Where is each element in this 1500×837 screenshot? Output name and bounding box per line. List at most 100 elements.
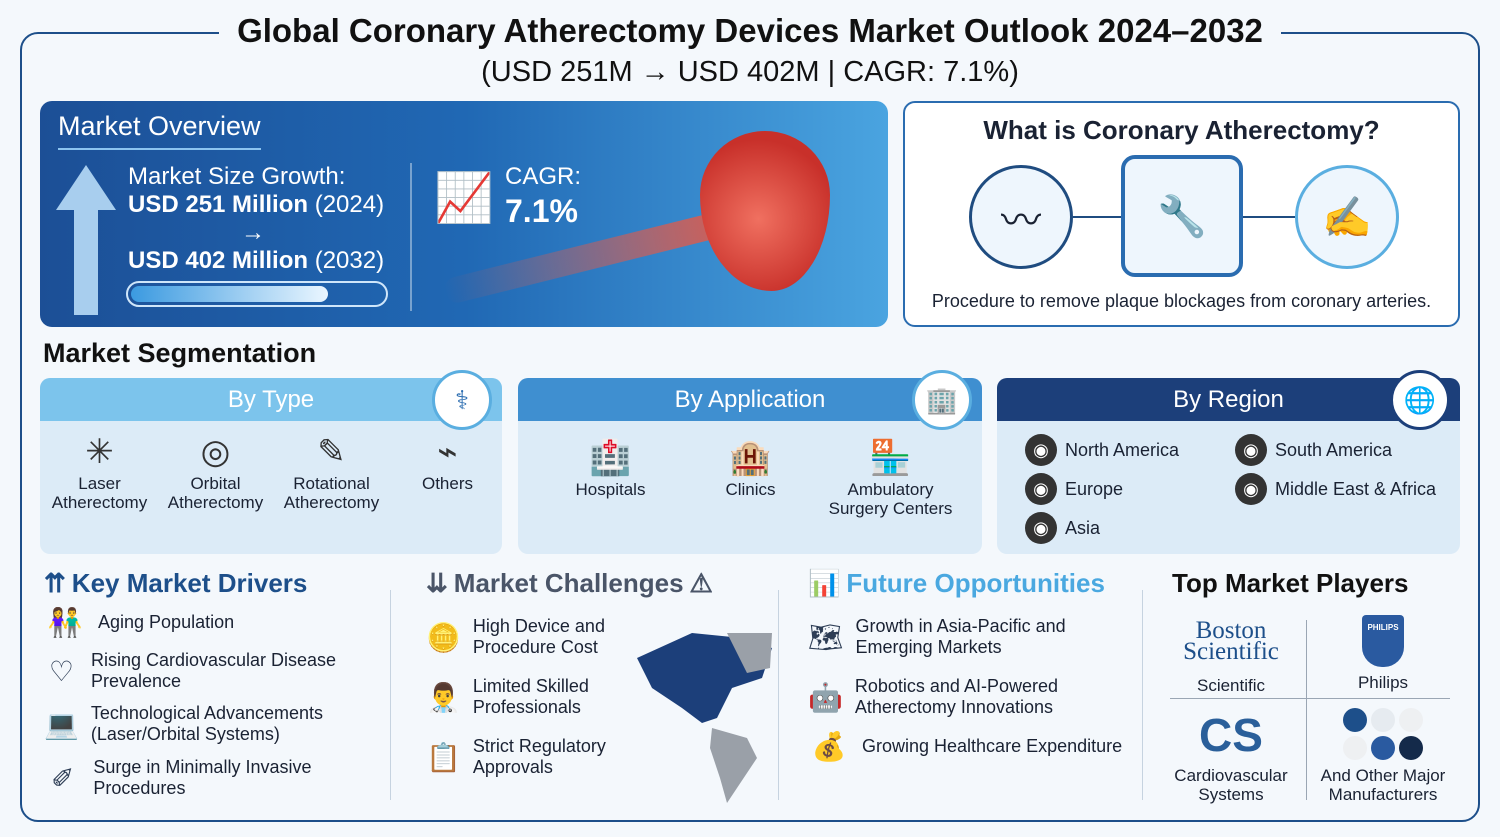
players-section: Top Market Players — [1172, 568, 1409, 599]
challenge-item: 📋 Strict Regulatory Approvals — [426, 736, 636, 778]
asia-map-icon: 🗺 — [808, 621, 844, 653]
start-value: USD 251 Million — [128, 191, 309, 218]
region-item: ◉ North America — [1025, 434, 1179, 466]
opportunities-title: Future Opportunities — [846, 568, 1105, 598]
csi-heart-logo: CS — [1199, 709, 1263, 761]
what-is-panel: What is Coronary Atherectomy? 〰 🔧 ✍ Proc… — [903, 101, 1460, 327]
player-boston-scientific: Boston Scientific Scientific — [1156, 617, 1306, 695]
type-item: ✳ Laser Atherectomy — [42, 430, 157, 512]
application-item: 🏥 Hospitals — [548, 436, 673, 499]
what-description: Procedure to remove plaque blockages fro… — [931, 291, 1432, 311]
divider — [1142, 590, 1143, 800]
segmentation-title: Market Segmentation — [43, 338, 317, 368]
region-label: North America — [1065, 439, 1180, 460]
divider — [390, 590, 391, 800]
segment-by-type: By Type ⚕ ✳ Laser Atherectomy ◎ Orbital At… — [40, 370, 505, 554]
region-label: South America — [1275, 439, 1393, 460]
start-year: (2024) — [314, 191, 385, 218]
opportunities-section: 📊 Future Opportunities — [808, 568, 1105, 599]
region-item: ◉ South America — [1235, 434, 1392, 466]
divider — [1306, 620, 1307, 800]
player-label: Philips — [1357, 673, 1409, 692]
stethoscope-icon: ⚕ — [432, 370, 492, 430]
plaque-artery-icon: 〰 — [969, 165, 1073, 269]
globe-icon: ◉ — [1025, 512, 1057, 544]
laptop-gear-icon: 💻 — [44, 708, 79, 740]
laser-icon: ✳ — [85, 433, 114, 471]
americas-map-illustration — [637, 633, 772, 803]
drivers-section: ⇈ Key Market Drivers — [44, 568, 307, 599]
heart-illustration — [700, 131, 830, 291]
end-year: (2032) — [314, 247, 385, 274]
application-label: Hospitals — [575, 480, 646, 499]
document-warning-icon: 📋 — [426, 741, 461, 773]
cagr-value: 7.1% — [505, 193, 578, 229]
growth-progress-fill — [131, 286, 328, 302]
application-item: 🏪 Ambulatory Surgery Centers — [818, 436, 963, 518]
up-arrows-icon: ⇈ — [44, 568, 66, 598]
segment-by-application: By Application 🏢 🏥 Hospitals 🏨 Clinics 🏪 Am… — [518, 370, 982, 554]
market-overview-panel: Market Overview Market Size Growth: USD … — [40, 101, 888, 327]
device-icon: ⌁ — [437, 433, 458, 471]
warning-icon: ⚠ — [689, 568, 713, 598]
segment-by-region: By Region 🌐 ◉ North America ◉ South Americ… — [997, 370, 1460, 554]
page-subtitle: (USD 251M → USD 402M | CAGR: 7.1%) — [481, 56, 1019, 88]
opportunity-label: Growth in Asia-Pacific and Emerging Mark… — [855, 616, 1066, 657]
challenge-label: Limited Skilled Professionals — [472, 676, 589, 717]
driver-item: 💻 Technological Advancements (Laser/Orbit… — [44, 703, 374, 745]
divider — [410, 163, 412, 311]
boston-scientific-logo: Boston Scientific — [1183, 617, 1279, 665]
title-text: Global Coronary Atherectomy Devices Mark… — [219, 12, 1281, 49]
drivers-title: Key Market Drivers — [71, 568, 308, 598]
driver-label: Technological Advancements (Laser/Orbita… — [90, 703, 324, 744]
type-item: ◎ Orbital Atherectomy — [158, 430, 273, 512]
hospital-building-icon: 🏢 — [912, 370, 972, 430]
globe-icon: 🌐 — [1390, 370, 1450, 430]
rotational-icon: ✎ — [317, 433, 346, 471]
connector — [1073, 216, 1121, 218]
globe-icon: ◉ — [1235, 434, 1267, 466]
challenge-item: 👨‍⚕️ Limited Skilled Professionals — [426, 676, 636, 718]
player-label: Cardiovascular Systems — [1174, 766, 1288, 804]
by-type-header: By Type — [40, 378, 502, 421]
heartbeat-icon: ♡ — [48, 655, 75, 687]
overview-title: Market Overview — [58, 111, 261, 150]
challenges-section: ⇊ Market Challenges ⚠ — [426, 568, 713, 599]
hospital-icon: 🏥 — [589, 439, 632, 477]
robot-ai-icon: 🤖 — [808, 681, 843, 713]
connector — [1243, 216, 1295, 218]
manufacturer-logos — [1338, 708, 1428, 760]
coins-icon: 🪙 — [426, 621, 461, 653]
globe-icon: ◉ — [1235, 473, 1267, 505]
growth-label: Market Size Growth: — [128, 163, 346, 190]
player-label: And Other Major Manufacturers — [1320, 766, 1446, 804]
challenges-title: Market Challenges — [453, 568, 684, 598]
type-item: ⌁ Others — [390, 430, 505, 493]
healthcare-money-icon: 💰 — [811, 731, 847, 762]
opportunity-label: Robotics and AI-Powered Atherectomy Inno… — [854, 676, 1058, 717]
region-item: ◉ Asia — [1025, 512, 1100, 544]
surgeon-hand-icon: ✍ — [1295, 165, 1399, 269]
bar-chart-growth-icon: 📈 — [434, 172, 494, 225]
player-label: Scientific — [1196, 676, 1266, 695]
players-title: Top Market Players — [1172, 568, 1409, 598]
down-arrows-icon: ⇊ — [426, 568, 448, 598]
driver-item: 👫 Aging Population — [44, 607, 374, 638]
logo-badge — [1371, 736, 1395, 760]
opportunity-item: 🤖 Robotics and AI-Powered Atherectomy Inn… — [808, 676, 1138, 718]
globe-icon: ◉ — [1025, 434, 1057, 466]
driver-item: ✐ Surge in Minimally Invasive Procedures — [44, 757, 374, 799]
region-label: Europe — [1065, 478, 1124, 499]
logo-badge — [1343, 708, 1367, 732]
elderly-couple-icon: 👫 — [47, 607, 83, 638]
growth-arrow-icon — [56, 165, 116, 315]
challenge-label: Strict Regulatory Approvals — [472, 736, 606, 777]
logo-badge — [1343, 736, 1367, 760]
player-others: And Other Major Manufacturers — [1308, 708, 1458, 804]
atherectomy-device-icon: 🔧 — [1121, 155, 1243, 277]
by-application-header: By Application — [518, 378, 982, 421]
driver-label: Aging Population — [98, 612, 235, 632]
logo-badge — [1371, 708, 1395, 732]
driver-label: Rising Cardiovascular Disease Prevalence — [90, 650, 337, 691]
region-label: Middle East & Africa — [1275, 478, 1437, 499]
